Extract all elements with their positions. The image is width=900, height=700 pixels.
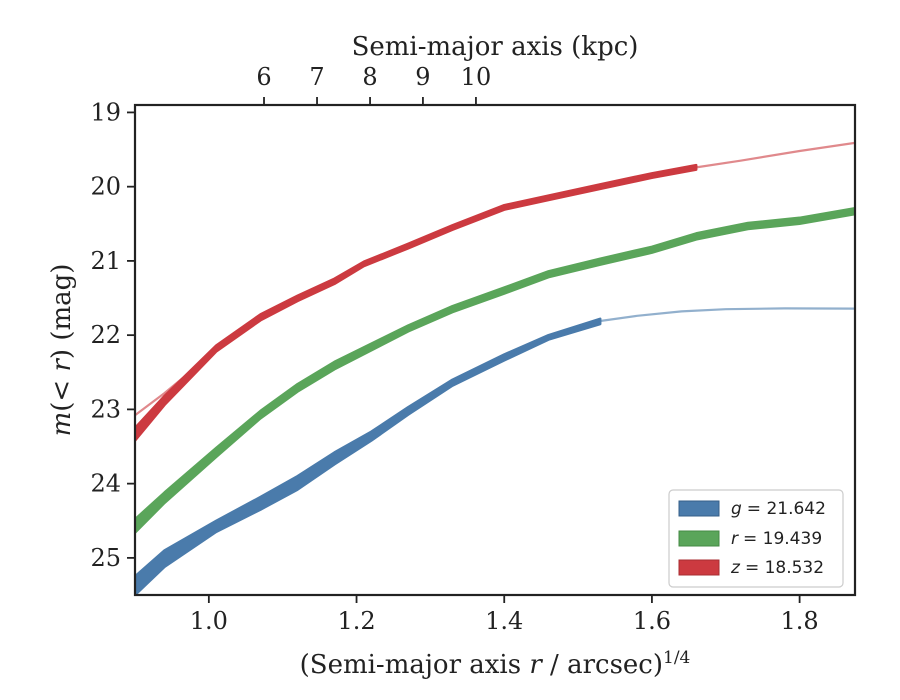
ticks-layer: 1.0 1.2 1.4 1.6 1.8 19 20 21 22 23 24 25 6 7 8 9 10 bbox=[90, 63, 818, 635]
legend-swatch-z bbox=[678, 559, 720, 576]
y-tick-label-5: 24 bbox=[90, 470, 121, 498]
y-axis-title-unit: ) (mag) bbox=[47, 264, 77, 360]
y-tick-label-0: 19 bbox=[90, 98, 121, 126]
y-axis-title-lt: (< bbox=[47, 372, 77, 412]
legend-item-z: z = 18.532 bbox=[678, 558, 824, 578]
x-tick-label-2: 1.4 bbox=[485, 607, 523, 635]
x-tick-label-3: 1.6 bbox=[633, 607, 671, 635]
legend-label-z: z = 18.532 bbox=[730, 558, 824, 578]
top-tick-label-0: 6 bbox=[256, 63, 271, 91]
top-tick-label-1: 7 bbox=[309, 63, 324, 91]
series-g-extension bbox=[600, 307, 855, 323]
legend-label-r: r = 19.439 bbox=[731, 529, 822, 549]
legend-swatch-g bbox=[678, 500, 720, 517]
plot-frame bbox=[133, 103, 857, 597]
x-axis-title: (Semi-major axis r / arcsec)1/4 bbox=[300, 648, 691, 680]
x-axis-title-exponent: 1/4 bbox=[663, 648, 690, 668]
y-axis-title: m(< r) (mag) bbox=[47, 264, 77, 437]
y-axis-title-var-m: m bbox=[47, 412, 77, 437]
legend-value-g: = 21.642 bbox=[747, 499, 826, 519]
y-tick-label-1: 20 bbox=[90, 173, 121, 201]
top-tick-label-4: 10 bbox=[461, 63, 492, 91]
series-z-extension bbox=[696, 141, 855, 169]
x-tick-label-0: 1.0 bbox=[190, 607, 228, 635]
x-tick-label-1: 1.2 bbox=[337, 607, 375, 635]
legend-item-g: g = 21.642 bbox=[678, 499, 826, 519]
top-tick-label-3: 9 bbox=[415, 63, 430, 91]
y-tick-label-6: 25 bbox=[90, 544, 121, 572]
top-tick-label-2: 8 bbox=[362, 63, 377, 91]
y-tick-label-4: 23 bbox=[90, 395, 121, 423]
legend-value-r: = 19.439 bbox=[743, 529, 822, 549]
series-g-band bbox=[135, 317, 602, 595]
legend-var-z: z bbox=[730, 558, 741, 578]
legend-value-z: = 18.532 bbox=[745, 558, 824, 578]
legend-swatch-r bbox=[678, 530, 720, 547]
series-z-band bbox=[135, 163, 698, 442]
legend-item-r: r = 19.439 bbox=[678, 529, 822, 549]
series-layer bbox=[135, 141, 855, 595]
x-axis-title-var: r bbox=[529, 650, 543, 680]
legend-var-g: g bbox=[731, 499, 742, 519]
legend-label-g: g = 21.642 bbox=[731, 499, 826, 519]
y-tick-label-3: 22 bbox=[90, 321, 121, 349]
x-tick-label-4: 1.8 bbox=[781, 607, 819, 635]
y-axis-title-var-r: r bbox=[47, 358, 77, 372]
top-axis-title: Semi-major axis (kpc) bbox=[352, 32, 639, 62]
x-axis-title-part-2: / arcsec) bbox=[542, 650, 663, 680]
series-r-band bbox=[135, 206, 855, 534]
y-tick-label-2: 21 bbox=[90, 247, 121, 275]
legend: g = 21.642 r = 19.439 z = 18.532 bbox=[668, 489, 844, 588]
x-axis-title-part-1: (Semi-major axis bbox=[300, 650, 530, 680]
legend-var-r: r bbox=[731, 529, 739, 549]
